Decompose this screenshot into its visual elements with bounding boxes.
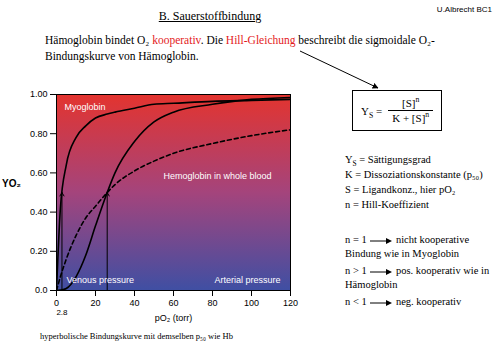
svg-text:60: 60 bbox=[168, 298, 178, 308]
html-text:Hämoglobin bindet O₂ kooperati: Hämoglobin bindet O₂ kooperativ. Die Hil… bbox=[45, 34, 435, 62]
svg-text:Hemoglobin in whole blood: Hemoglobin in whole blood bbox=[164, 171, 272, 181]
html-text:YS=: YS= bbox=[361, 104, 383, 120]
svg-text:1.00: 1.00 bbox=[30, 89, 48, 99]
html-text:K = Dissoziationskonstante (p₅: K = Dissoziationskonstante (p₅₀) bbox=[345, 169, 483, 180]
html-text:hyperbolische Bindungskurve mi: hyperbolische Bindungskurve mit demselbe… bbox=[40, 331, 233, 341]
svg-text:100: 100 bbox=[244, 298, 259, 308]
html-text:pos. kooperativ wie in Hämoglo: pos. kooperativ wie in Hämoglobin bbox=[345, 265, 490, 290]
svg-text:0.0: 0.0 bbox=[35, 285, 48, 295]
html-text:K + [S]n: K + [S]n bbox=[392, 110, 430, 124]
html-text:YS= Sättigungsgrad: YS= Sättigungsgrad bbox=[345, 154, 431, 169]
html-text:U.Albrecht BC1: U.Albrecht BC1 bbox=[436, 5, 492, 14]
svg-text:Arterial pressure: Arterial pressure bbox=[214, 275, 280, 285]
svg-text:2.8: 2.8 bbox=[56, 308, 68, 317]
svg-text:20: 20 bbox=[90, 298, 100, 308]
svg-text:0.20: 0.20 bbox=[30, 246, 48, 256]
html-text:n = 1: n = 1 bbox=[345, 234, 370, 245]
html-text:n = Hill-Koeffizient: n = Hill-Koeffizient bbox=[345, 199, 429, 210]
html-text:nicht kooperative Bindung wie: nicht kooperative Bindung wie in Myoglob… bbox=[345, 234, 470, 259]
svg-text:80: 80 bbox=[207, 298, 217, 308]
svg-text:0.60: 0.60 bbox=[30, 168, 48, 178]
html-text:n < 1: n < 1 bbox=[345, 296, 370, 307]
html-text:S = Ligandkonz., hier pO₂: S = Ligandkonz., hier pO₂ bbox=[345, 184, 456, 195]
svg-text:pO₂ (torr): pO₂ (torr) bbox=[155, 313, 193, 323]
svg-text:Venous pressure: Venous pressure bbox=[67, 275, 135, 285]
svg-text:0.80: 0.80 bbox=[30, 129, 48, 139]
html-text:neg. kooperativ: neg. kooperativ bbox=[393, 296, 462, 307]
html-text:[S]n: [S]n bbox=[402, 95, 420, 109]
svg-text:Myoglobin: Myoglobin bbox=[65, 102, 106, 112]
svg-text:120: 120 bbox=[283, 298, 298, 308]
svg-text:0: 0 bbox=[54, 298, 59, 308]
svg-text:40: 40 bbox=[129, 298, 139, 308]
html-text:n > 1: n > 1 bbox=[345, 265, 370, 276]
html-text:YO₂: YO₂ bbox=[2, 178, 21, 189]
html-text:B. Sauerstoffbindung: B. Sauerstoffbindung bbox=[158, 9, 262, 23]
svg-text:0.40: 0.40 bbox=[30, 207, 48, 217]
